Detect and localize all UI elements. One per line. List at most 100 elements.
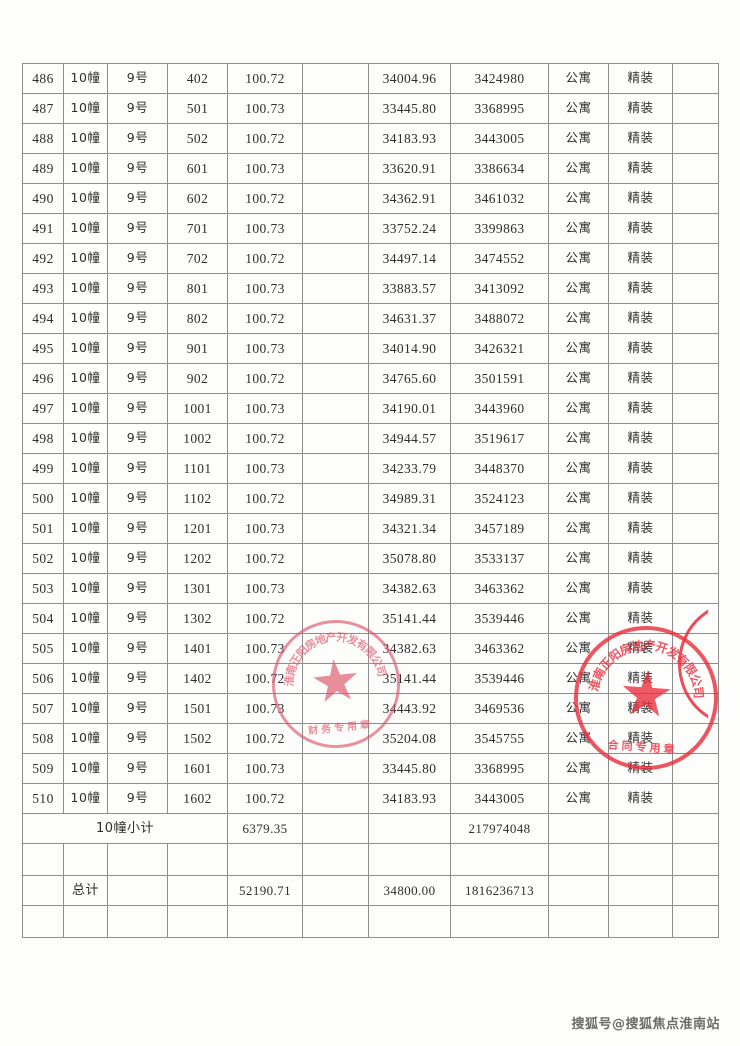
cell-total-price: 3426321 <box>450 333 549 364</box>
cell-decoration: 精装 <box>608 753 673 784</box>
cell-decoration: 精装 <box>608 363 673 394</box>
cell-decoration: 精装 <box>608 93 673 124</box>
cell-blank-2 <box>672 273 719 304</box>
cell-building: 10幢 <box>63 573 108 604</box>
cell-seq: 491 <box>22 213 64 244</box>
cell-room: 1601 <box>167 753 228 784</box>
cell-empty <box>167 905 228 938</box>
cell-unit-price: 34765.60 <box>368 363 451 394</box>
cell-room: 701 <box>167 213 228 244</box>
cell-empty <box>107 905 168 938</box>
cell-total-total-price: 1816236713 <box>450 875 549 906</box>
cell-room: 402 <box>167 63 228 94</box>
cell-empty <box>368 843 451 876</box>
cell-decoration: 精装 <box>608 243 673 274</box>
cell-total-price: 3463362 <box>450 633 549 664</box>
cell-type: 公寓 <box>548 753 609 784</box>
cell-total-label: 总计 <box>63 875 108 906</box>
cell-blank-2 <box>672 153 719 184</box>
cell-room: 601 <box>167 153 228 184</box>
cell-seq: 486 <box>22 63 64 94</box>
cell-blank-2 <box>672 63 719 94</box>
cell-room: 1202 <box>167 543 228 574</box>
cell-blank-2 <box>672 183 719 214</box>
cell-seq: 488 <box>22 123 64 154</box>
cell-building: 10幢 <box>63 423 108 454</box>
cell-building: 10幢 <box>63 633 108 664</box>
cell-area: 100.72 <box>227 603 303 634</box>
cell-unit: 9号 <box>107 783 168 814</box>
cell-area: 100.72 <box>227 303 303 334</box>
cell-decoration: 精装 <box>608 123 673 154</box>
cell-empty <box>548 905 609 938</box>
cell-building: 10幢 <box>63 153 108 184</box>
cell-building: 10幢 <box>63 783 108 814</box>
cell-blank-1 <box>302 213 369 244</box>
cell-room: 1602 <box>167 783 228 814</box>
cell-building: 10幢 <box>63 723 108 754</box>
subtotal-row: 10幢小计 6379.35 217974048 <box>22 813 719 844</box>
cell-blank-2 <box>672 363 719 394</box>
cell-type: 公寓 <box>548 363 609 394</box>
cell-blank-2 <box>672 783 719 814</box>
cell-room: 1001 <box>167 393 228 424</box>
cell-blank-2 <box>672 213 719 244</box>
cell-seq: 505 <box>22 633 64 664</box>
cell-blank-2 <box>672 123 719 154</box>
cell-total-area: 52190.71 <box>227 875 303 906</box>
cell-blank-1 <box>302 753 369 784</box>
cell-unit: 9号 <box>107 423 168 454</box>
cell-blank-2 <box>672 633 719 664</box>
cell-blank-1 <box>302 243 369 274</box>
cell-area: 100.72 <box>227 663 303 694</box>
cell-building: 10幢 <box>63 513 108 544</box>
table-row: 497 10幢 9号 1001 100.73 34190.01 3443960 公寓 精装 <box>22 393 719 424</box>
cell-room: 1301 <box>167 573 228 604</box>
cell-decoration: 精装 <box>608 603 673 634</box>
cell-room: 901 <box>167 333 228 364</box>
cell-type: 公寓 <box>548 483 609 514</box>
cell-type: 公寓 <box>548 693 609 724</box>
cell-blank-1 <box>302 603 369 634</box>
cell-seq: 490 <box>22 183 64 214</box>
cell-total-price: 3368995 <box>450 93 549 124</box>
cell-empty <box>302 905 369 938</box>
cell-blank-1 <box>302 273 369 304</box>
cell-decoration: 精装 <box>608 303 673 334</box>
cell-empty <box>368 905 451 938</box>
cell-type: 公寓 <box>548 273 609 304</box>
cell-room: 1101 <box>167 453 228 484</box>
cell-total-price: 3443005 <box>450 123 549 154</box>
cell-unit-price: 34382.63 <box>368 633 451 664</box>
cell-type: 公寓 <box>548 93 609 124</box>
table-row: 503 10幢 9号 1301 100.73 34382.63 3463362 公寓 精装 <box>22 573 719 604</box>
cell-total-blank-1 <box>302 875 369 906</box>
cell-seq: 500 <box>22 483 64 514</box>
cell-unit-price: 33883.57 <box>368 273 451 304</box>
cell-total-room <box>167 875 228 906</box>
cell-area: 100.73 <box>227 693 303 724</box>
cell-decoration: 精装 <box>608 573 673 604</box>
cell-unit: 9号 <box>107 333 168 364</box>
table-row: 494 10幢 9号 802 100.72 34631.37 3488072 公寓 精装 <box>22 303 719 334</box>
cell-type: 公寓 <box>548 453 609 484</box>
cell-empty <box>672 843 719 876</box>
cell-blank-1 <box>302 543 369 574</box>
cell-building: 10幢 <box>63 93 108 124</box>
cell-empty <box>22 905 64 938</box>
cell-total-price: 3469536 <box>450 693 549 724</box>
cell-unit-price: 34183.93 <box>368 123 451 154</box>
cell-building: 10幢 <box>63 183 108 214</box>
cell-unit-price: 33445.80 <box>368 753 451 784</box>
cell-unit-price: 35141.44 <box>368 603 451 634</box>
cell-subtotal-decoration <box>608 813 673 844</box>
cell-area: 100.73 <box>227 333 303 364</box>
cell-seq: 487 <box>22 93 64 124</box>
cell-building: 10幢 <box>63 243 108 274</box>
cell-decoration: 精装 <box>608 153 673 184</box>
cell-empty <box>167 843 228 876</box>
spacer-row <box>22 843 719 876</box>
cell-area: 100.73 <box>227 273 303 304</box>
cell-building: 10幢 <box>63 543 108 574</box>
cell-unit: 9号 <box>107 663 168 694</box>
